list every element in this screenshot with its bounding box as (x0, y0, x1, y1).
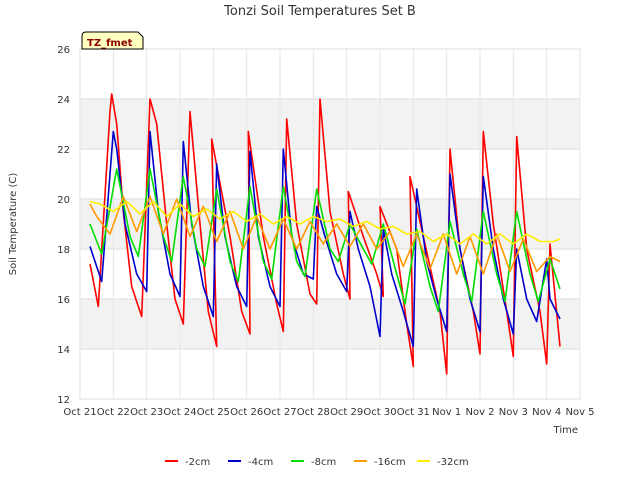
legend-label: -8cm (311, 457, 336, 468)
series-group (89, 93, 561, 375)
x-tick-label: Nov 2 (465, 407, 494, 418)
x-tick-label: Nov 4 (532, 407, 561, 418)
series-line--32cm (89, 200, 561, 245)
x-tick-label: Oct 26 (230, 407, 263, 418)
series-line--16cm (89, 195, 561, 275)
y-tick-label: 22 (57, 145, 70, 156)
y-tick-label: 20 (57, 195, 70, 206)
chart-title: Tonzi Soil Temperatures Set B (223, 4, 416, 19)
y-tick-label: 14 (57, 345, 70, 356)
x-tick-label: Oct 24 (163, 407, 196, 418)
y-tick-label: 16 (57, 295, 70, 306)
series-line--4cm (89, 130, 561, 348)
y-axis-label: Soil Temperature (C) (8, 173, 19, 276)
y-tick-label: 12 (57, 395, 70, 406)
legend: -2cm -4cm -8cm -16cm -32cm (165, 457, 469, 468)
band-stripe (80, 99, 580, 149)
x-tick-label: Oct 30 (363, 407, 396, 418)
site-tag: TZ_fmet (81, 31, 144, 50)
site-tag-label: TZ_fmet (87, 38, 133, 49)
y-tick-labels: 12 14 16 18 20 22 24 26 (57, 45, 70, 406)
x-axis-label: Time (553, 425, 578, 436)
y-tick-label: 24 (57, 95, 70, 106)
legend-label: -16cm (374, 457, 406, 468)
x-tick-label: Oct 31 (397, 407, 430, 418)
series-line--8cm (89, 168, 561, 313)
y-tick-label: 18 (57, 245, 70, 256)
x-tick-label: Oct 29 (330, 407, 363, 418)
x-tick-label: Nov 1 (432, 407, 461, 418)
band-stripe (80, 299, 580, 349)
x-tick-label: Oct 28 (297, 407, 330, 418)
x-tick-label: Oct 21 (63, 407, 96, 418)
y-tick-label: 26 (57, 45, 70, 56)
x-tick-label: Oct 23 (130, 407, 163, 418)
plot-background (79, 48, 581, 400)
x-tick-labels: Oct 21 Oct 22 Oct 23 Oct 24 Oct 25 Oct 26 Oct … (63, 407, 594, 418)
legend-label: -2cm (185, 457, 210, 468)
x-tick-label: Nov 3 (499, 407, 528, 418)
legend-label: -4cm (248, 457, 273, 468)
x-tick-label: Oct 25 (197, 407, 230, 418)
x-tick-label: Oct 22 (97, 407, 130, 418)
legend-label: -32cm (437, 457, 469, 468)
x-tick-label: Oct 27 (263, 407, 296, 418)
x-tick-label: Nov 5 (565, 407, 594, 418)
